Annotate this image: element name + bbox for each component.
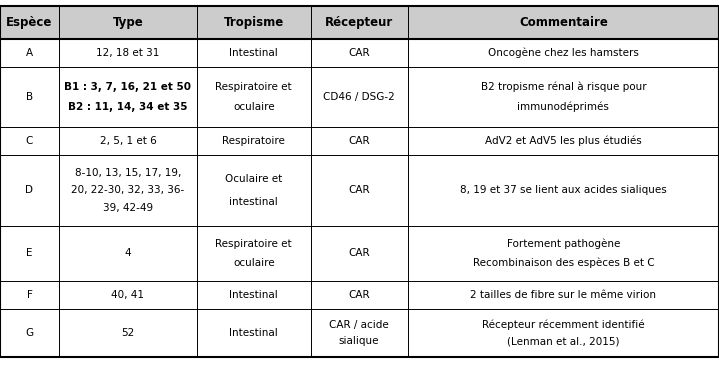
Text: Fortement pathogène: Fortement pathogène [507,239,620,249]
Bar [0,6,719,39]
Text: Respiratoire et: Respiratoire et [216,82,292,92]
Text: CAR: CAR [348,290,370,300]
Text: oculaire: oculaire [233,258,275,268]
Text: A: A [26,48,33,58]
Text: CAR / acide: CAR / acide [329,320,389,330]
Text: Respiratoire: Respiratoire [222,136,285,146]
Text: 8, 19 et 37 se lient aux acides sialiques: 8, 19 et 37 se lient aux acides sialique… [460,185,667,195]
Text: 39, 42-49: 39, 42-49 [103,203,153,213]
Text: F: F [27,290,32,300]
Text: 4: 4 [124,249,132,258]
Text: Intestinal: Intestinal [229,48,278,58]
Text: D: D [25,185,34,195]
Text: (Lenman et al., 2015): (Lenman et al., 2015) [507,336,620,346]
Text: Recombinaison des espèces B et C: Recombinaison des espèces B et C [472,257,654,268]
Text: 2 tailles de fibre sur le même virion: 2 tailles de fibre sur le même virion [470,290,656,300]
Text: oculaire: oculaire [233,102,275,112]
Text: 8-10, 13, 15, 17, 19,: 8-10, 13, 15, 17, 19, [75,168,181,178]
Text: Espèce: Espèce [6,16,52,29]
Text: Tropisme: Tropisme [224,16,284,29]
Text: Type: Type [113,16,143,29]
Text: C: C [26,136,33,146]
Text: B: B [26,92,33,102]
Text: CAR: CAR [348,249,370,258]
Text: G: G [25,328,34,338]
Text: B2 : 11, 14, 34 et 35: B2 : 11, 14, 34 et 35 [68,102,188,112]
Text: Récepteur récemment identifié: Récepteur récemment identifié [482,320,645,330]
Text: E: E [26,249,33,258]
Text: immunodéprimés: immunodéprimés [518,102,609,112]
Text: CAR: CAR [348,185,370,195]
Text: AdV2 et AdV5 les plus étudiés: AdV2 et AdV5 les plus étudiés [485,136,642,146]
Text: CD46 / DSG-2: CD46 / DSG-2 [324,92,395,102]
Text: sialique: sialique [339,336,380,346]
Text: intestinal: intestinal [229,197,278,207]
Text: CAR: CAR [348,48,370,58]
Text: 40, 41: 40, 41 [111,290,145,300]
Text: Oncogène chez les hamsters: Oncogène chez les hamsters [488,47,638,58]
Text: Récepteur: Récepteur [325,16,393,29]
Text: 2, 5, 1 et 6: 2, 5, 1 et 6 [100,136,156,146]
Text: 20, 22-30, 32, 33, 36-: 20, 22-30, 32, 33, 36- [71,185,185,195]
Text: Oculaire et: Oculaire et [225,173,283,184]
Text: 12, 18 et 31: 12, 18 et 31 [96,48,160,58]
Text: CAR: CAR [348,136,370,146]
Text: B1 : 3, 7, 16, 21 et 50: B1 : 3, 7, 16, 21 et 50 [65,82,191,92]
Text: Intestinal: Intestinal [229,290,278,300]
Text: 52: 52 [122,328,134,338]
Text: B2 tropisme rénal à risque pour: B2 tropisme rénal à risque pour [480,81,646,92]
Text: Intestinal: Intestinal [229,328,278,338]
Text: Commentaire: Commentaire [519,16,608,29]
Text: Respiratoire et: Respiratoire et [216,239,292,249]
